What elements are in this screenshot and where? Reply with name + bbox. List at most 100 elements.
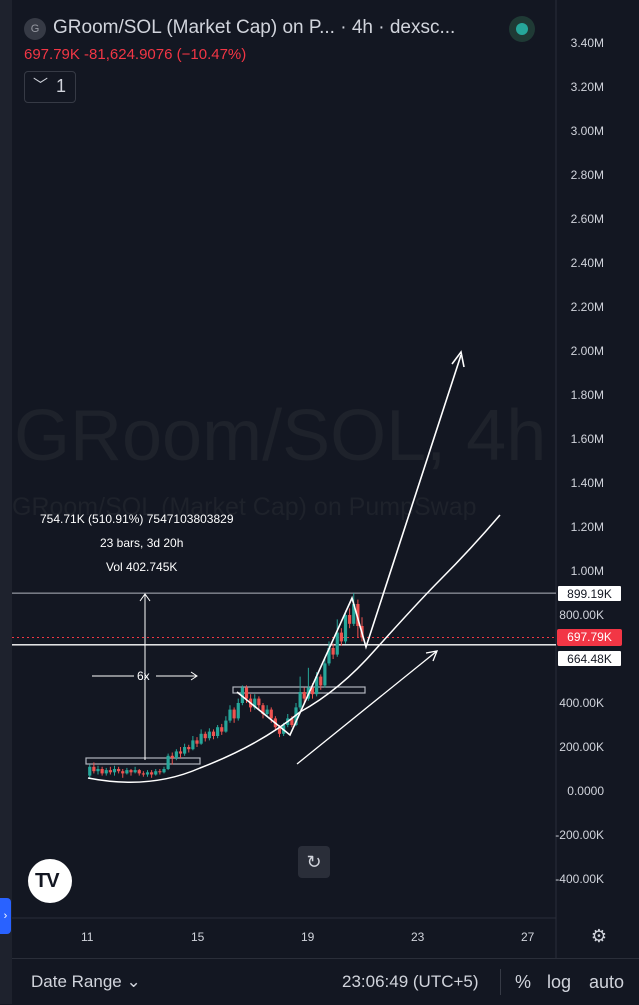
candle-body [117,769,121,772]
candle-body [158,771,162,773]
candle-body [327,648,331,664]
y-axis-label: 2.20M [570,300,604,314]
y-axis-label: 3.00M [570,124,604,138]
indicator-count: 1 [56,76,67,96]
candle-body [145,772,150,775]
log-scale-toggle[interactable]: log [547,972,572,992]
measure-bars-label: 23 bars, 3d 20h [100,536,184,550]
candle-body [269,709,273,719]
candle-body [129,770,133,773]
y-axis-label: 2.40M [570,256,604,270]
chevron-down-icon: ﹀ [33,77,49,94]
candle-body [261,705,265,714]
trend-arrowhead [425,650,439,662]
watermark-symbol: GRoom/SOL, 4h [14,396,547,476]
measure-volume-label: Vol 402.745K [106,560,178,574]
candle-body [298,692,302,708]
auto-scale-toggle[interactable]: auto [589,972,625,992]
candle-body [183,747,187,754]
price-change-readout: 697.79K -81,624.9076 (−10.47%) [24,46,247,63]
candle-body [352,604,356,624]
y-axis-label: 3.20M [570,80,604,94]
candle-body [335,632,339,655]
y-axis-label: 2.60M [570,212,604,226]
y-axis-label: 400.00K [559,696,604,710]
tradingview-logo[interactable]: TV [28,859,72,903]
candle-body [195,740,199,744]
candle-body [339,632,343,642]
candle-body [236,703,240,719]
candle-body [211,731,216,736]
percent-scale-toggle[interactable]: % [515,972,532,992]
y-axis-label: -400.00K [555,872,604,886]
candle-body [88,766,92,776]
chart-title[interactable]: GRoom/SOL (Market Cap) on P... · 4h · de… [53,17,456,38]
candle-body [343,615,348,642]
token-logo-icon: G [24,18,46,40]
candle-body [240,687,244,703]
y-axis-label: 200.00K [559,740,604,754]
date-range-button[interactable]: Date Range ⌄ [31,972,141,991]
multiplier-arrowhead [190,671,198,681]
y-axis-label: 1.60M [570,432,604,446]
divider [500,969,501,995]
candle-body [174,751,178,758]
candle-body [310,687,315,695]
bottom-toolbar: Date Range ⌄ 23:06:49 (UTC+5) % log auto [12,958,639,1005]
indicators-toggle-button[interactable]: ﹀ 1 [24,71,76,103]
candle-body [133,770,137,773]
market-status-icon[interactable] [509,16,535,42]
candle-body [162,769,166,773]
y-axis-label: -200.00K [555,828,604,842]
candle-body [170,755,174,758]
clock-timezone[interactable]: 23:06:49 (UTC+5) [342,972,479,991]
y-axis-label: 1.80M [570,388,604,402]
measure-arrowhead [139,593,151,602]
candle-body [100,769,104,774]
candle-body [92,766,96,772]
candle-body [331,648,335,655]
settings-icon[interactable]: ⚙ [590,926,608,946]
x-axis-label: 23 [411,930,425,944]
candle-body [137,770,141,774]
x-axis-label: 11 [81,930,94,944]
consolidation-box-1 [85,757,201,765]
candle-body [224,720,228,732]
candle-body [187,747,191,750]
measure-change-label: 754.71K (510.91%) 7547103803829 [40,512,234,526]
left-toolbar-strip [0,0,12,1004]
y-axis-label: 2.00M [570,344,604,358]
expand-panel-button[interactable]: › [0,898,11,934]
x-axis-label: 15 [191,930,205,944]
x-axis-label: 27 [521,930,535,944]
candle-body [207,731,211,739]
y-axis-label: 3.40M [570,36,604,50]
candle-body [348,615,352,624]
y-axis-label: 0.0000 [567,784,604,798]
y-axis-label: 2.80M [570,168,604,182]
candle-body [112,769,117,773]
candle-body [191,740,195,750]
candle-body [216,727,220,736]
candle-body [199,733,203,744]
trend-arrow-line [296,650,438,765]
replay-icon[interactable]: ↻ [298,846,330,878]
candle-body [121,771,125,774]
price-tag-lower: 664.48K [557,650,622,667]
candle-body [277,727,282,734]
candle-body [265,709,269,714]
price-tag-current: 697.79K [557,629,622,646]
candle-body [166,755,170,769]
candle-body [290,718,294,725]
tradingview-logo-text: TV [35,870,60,892]
projection-zigzag [236,354,462,737]
candle-body [150,772,154,775]
x-axis-label: 19 [301,930,315,944]
y-axis-label: 1.40M [570,476,604,490]
candle-body [220,727,224,732]
candle-body [294,707,298,725]
candle-body [253,698,257,708]
candle-body [154,771,158,775]
candle-body [108,770,112,773]
